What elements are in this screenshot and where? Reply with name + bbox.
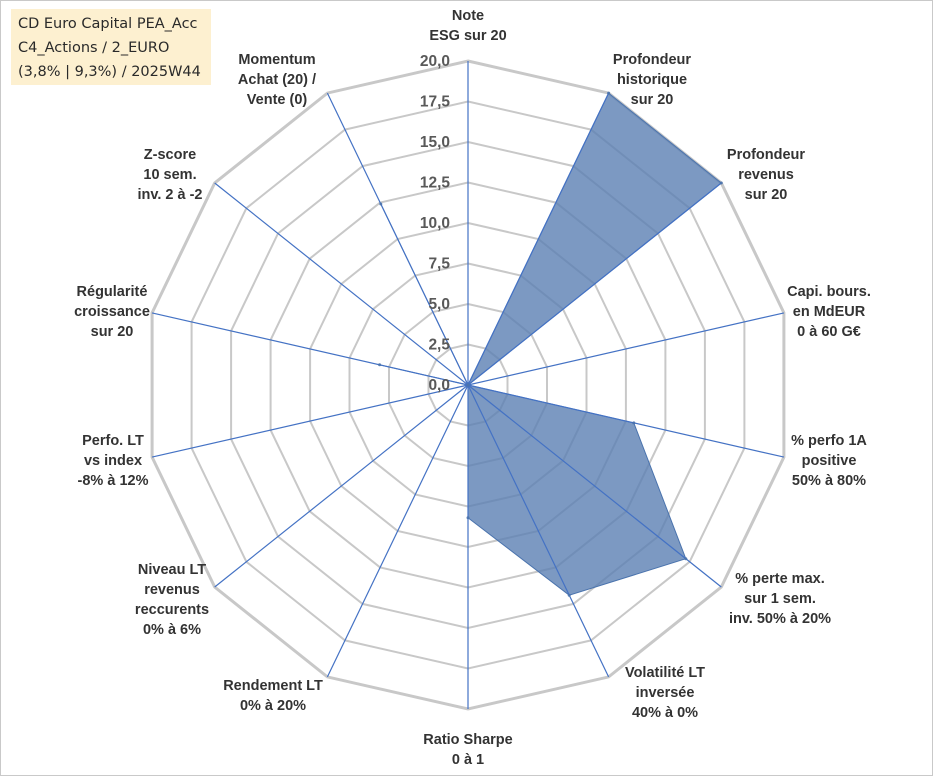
- title-line-1: CD Euro Capital PEA_Acc: [18, 16, 198, 32]
- axis-label-line: -8% à 12%: [78, 473, 149, 489]
- axis-label: Profondeur revenus sur 20: [727, 147, 805, 203]
- tick-label: 2,5: [428, 337, 450, 354]
- axis-spoke-8: [326, 384, 469, 678]
- axis-label-line: croissance: [74, 304, 150, 320]
- data-point-11: [378, 363, 382, 367]
- axis-label: Momentum Achat (20) / Vente (0): [238, 52, 316, 108]
- axis-label: Capi. bours. en MdEUR 0 à 60 G€: [787, 284, 871, 340]
- axis-label-line: positive: [802, 453, 857, 469]
- axis-spoke-2: [467, 182, 722, 386]
- axis-spoke-9: [214, 384, 469, 588]
- axis-spoke-12: [214, 182, 469, 386]
- axis-label-line: en MdEUR: [793, 304, 866, 320]
- axis-label: Régularité croissance sur 20: [74, 284, 150, 340]
- axis-label-line: inv. 2 à -2: [137, 187, 202, 203]
- axis-label: Z-score 10 sem. inv. 2 à -2: [137, 147, 202, 203]
- axis-spoke-5: [467, 384, 722, 588]
- axis-label-line: ESG sur 20: [429, 28, 506, 44]
- axis-label-line: Volatilité LT: [625, 665, 705, 681]
- axis-label: % perfo 1A positive 50% à 80%: [791, 433, 867, 489]
- axis-label-line: 40% à 0%: [632, 705, 698, 721]
- axis-label-line: Z-score: [144, 147, 196, 163]
- axis-label-line: revenus: [738, 167, 794, 183]
- chart-title-box: CD Euro Capital PEA_Acc C4_Actions / 2_E…: [11, 9, 211, 85]
- axis-label-line: sur 20: [91, 324, 134, 340]
- data-point-1: [607, 91, 611, 95]
- axis-label-line: % perfo 1A: [791, 433, 867, 449]
- tick-label: 5,0: [428, 296, 450, 313]
- axis-label: % perte max. sur 1 sem. inv. 50% à 20%: [729, 571, 831, 627]
- axis-label-line: 0% à 6%: [143, 622, 201, 638]
- axis-label-line: Profondeur: [613, 52, 691, 68]
- axis-spoke-13: [326, 92, 469, 386]
- axis-label-line: Note: [452, 8, 484, 24]
- axis-label-line: % perte max.: [735, 571, 824, 587]
- tick-label: 15,0: [420, 134, 450, 151]
- axis-label-line: 0% à 20%: [240, 698, 306, 714]
- title-line-2: C4_Actions / 2_EURO: [18, 40, 170, 56]
- axis-label-line: 10 sem.: [143, 167, 196, 183]
- axis-label: Niveau LT revenus reccurents 0% à 6%: [135, 562, 209, 638]
- axis-spoke-6: [467, 384, 610, 678]
- axis-label-line: sur 1 sem.: [744, 591, 816, 607]
- axis-label-line: sur 20: [745, 187, 788, 203]
- axis-label-line: reccurents: [135, 602, 209, 618]
- axis-label-line: Niveau LT: [138, 562, 206, 578]
- axis-spoke-3: [467, 312, 785, 386]
- axis-label-line: revenus: [144, 582, 200, 598]
- axis-label: Note ESG sur 20: [429, 8, 506, 44]
- data-point-13: [379, 202, 383, 206]
- tick-label: 17,5: [420, 94, 451, 111]
- axis-spoke-4: [467, 384, 785, 458]
- axis-label-line: 0 à 60 G€: [797, 324, 861, 340]
- axis-label-line: Ratio Sharpe: [423, 732, 512, 748]
- axis-label-line: Achat (20) /: [238, 72, 316, 88]
- data-point-12: [466, 383, 470, 387]
- axis-label-line: Vente (0): [247, 92, 308, 108]
- axis-label-line: vs index: [84, 453, 142, 469]
- data-point-6: [567, 593, 571, 597]
- axis-label-line: Perfo. LT: [82, 433, 144, 449]
- data-point-5: [684, 557, 688, 561]
- title-line-3: (3,8% | 9,3%) / 2025W44: [18, 64, 201, 80]
- data-point-7: [466, 516, 470, 520]
- axis-label-line: Profondeur: [727, 147, 805, 163]
- axis-label-line: Régularité: [77, 284, 148, 300]
- tick-label: 20,0: [420, 53, 450, 70]
- axis-label: Ratio Sharpe 0 à 1: [423, 732, 512, 768]
- axis-label: Profondeur historique sur 20: [613, 52, 691, 108]
- axis-label-line: 50% à 80%: [792, 473, 866, 489]
- data-point-4: [632, 421, 636, 425]
- tick-label: 7,5: [428, 256, 450, 273]
- axis-label: Perfo. LT vs index -8% à 12%: [78, 433, 149, 489]
- axis-label-line: 0 à 1: [452, 752, 484, 768]
- tick-label: 10,0: [420, 215, 450, 232]
- axis-label-line: inv. 50% à 20%: [729, 611, 831, 627]
- tick-label: 0,0: [428, 377, 450, 394]
- axis-label-line: Momentum: [238, 52, 315, 68]
- axis-label-line: Capi. bours.: [787, 284, 871, 300]
- data-point-2: [719, 181, 723, 185]
- axis-label-line: sur 20: [631, 92, 674, 108]
- axis-label-line: historique: [617, 72, 687, 88]
- axis-spoke-11: [151, 312, 469, 386]
- axis-label: Volatilité LT inversée 40% à 0%: [625, 665, 705, 721]
- axis-label-line: Rendement LT: [223, 678, 323, 694]
- axis-spoke-10: [151, 384, 469, 458]
- axis-spoke-1: [467, 92, 610, 386]
- tick-label: 12,5: [420, 175, 451, 192]
- axis-label: Rendement LT 0% à 20%: [223, 678, 323, 714]
- axis-label-line: inversée: [636, 685, 695, 701]
